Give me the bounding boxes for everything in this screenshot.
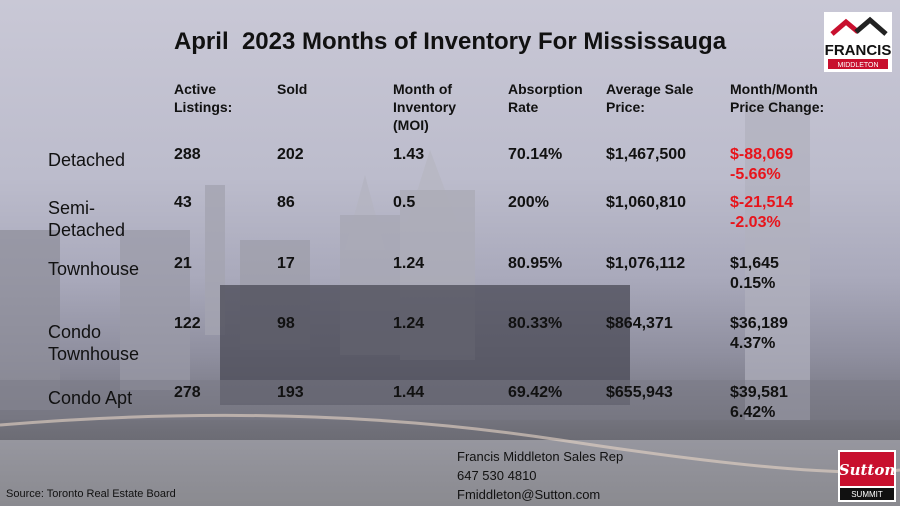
header-average-sale-price: Average Sale Price: [606,81,694,115]
contact-phone: 647 530 4810 [457,468,537,483]
row-label-townhouse: Townhouse [48,259,140,279]
cell-sold: 17 [277,255,295,272]
cell-active: 288 [174,146,201,163]
cell-active: 21 [174,255,192,272]
cell-absorption: 70.14% [508,146,563,163]
cell-price-change: $1,645 0.15% [730,255,779,292]
header-absorption-rate: Absorption Rate [508,81,583,115]
cell-moi: 1.24 [393,315,425,332]
cell-price-change: $-21,514 -2.03% [730,194,794,231]
row-label-condo-townhouse: Condo Townhouse [48,322,140,364]
cell-avg-price: $864,371 [606,315,673,332]
contact-name: Francis Middleton Sales Rep [457,449,624,464]
source-note: Source: Toronto Real Estate Board [6,488,176,500]
sutton-summit-logo: Sutton SUMMIT [838,450,896,502]
cell-moi: 1.24 [393,255,425,272]
cell-avg-price: $655,943 [606,384,673,401]
cell-price-change: $-88,069 -5.66% [730,146,794,183]
cell-absorption: 69.42% [508,384,563,401]
francis-middleton-logo: FRANCIS MIDDLETON [824,12,892,72]
cell-sold: 202 [277,146,304,163]
svg-text:FRANCIS: FRANCIS [825,42,892,59]
cell-active: 43 [174,194,192,211]
cell-sold: 98 [277,315,295,332]
cell-avg-price: $1,076,112 [606,255,686,272]
cell-absorption: 80.33% [508,315,563,332]
cell-sold: 193 [277,384,304,401]
cell-price-change: $39,581 6.42% [730,384,788,421]
cell-avg-price: $1,467,500 [606,146,687,163]
header-price-change: Month/Month Price Change: [730,81,825,115]
header-moi: Month of Inventory (MOI) [393,81,457,133]
row-label-semi-detached: Semi- Detached [48,198,126,240]
svg-text:Sutton: Sutton [839,461,896,479]
header-sold: Sold [277,81,308,97]
contact-block: Francis Middleton Sales Rep 647 530 4810… [457,447,623,504]
cell-active: 122 [174,315,201,332]
cell-price-change: $36,189 4.37% [730,315,788,352]
cell-moi: 1.44 [393,384,425,401]
cell-moi: 0.5 [393,194,416,211]
row-label-condo-apt: Condo Apt [48,388,133,408]
cell-active: 278 [174,384,201,401]
cell-absorption: 200% [508,194,549,211]
svg-text:MIDDLETON: MIDDLETON [837,62,878,69]
contact-email: Fmiddleton@Sutton.com [457,487,601,502]
cell-moi: 1.43 [393,146,425,163]
row-label-detached: Detached [48,150,126,170]
header-active-listings: Active Listings: [174,81,233,115]
cell-avg-price: $1,060,810 [606,194,687,211]
cell-absorption: 80.95% [508,255,563,272]
cell-sold: 86 [277,194,295,211]
page-title: April 2023 Months of Inventory For Missi… [173,28,727,55]
svg-text:SUMMIT: SUMMIT [851,490,883,499]
